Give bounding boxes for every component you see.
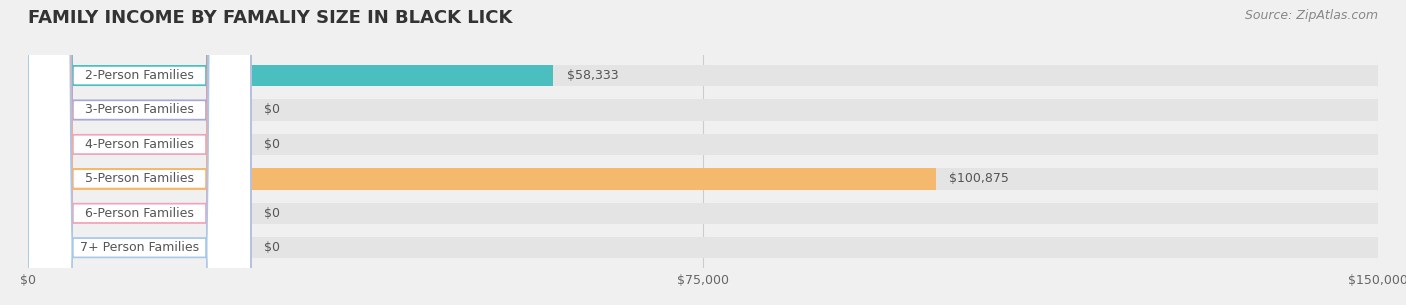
Text: 2-Person Families: 2-Person Families (84, 69, 194, 82)
FancyBboxPatch shape (28, 0, 250, 305)
Bar (28, 134, 1378, 155)
FancyBboxPatch shape (28, 0, 250, 305)
Text: 3-Person Families: 3-Person Families (84, 103, 194, 117)
FancyBboxPatch shape (28, 0, 250, 305)
Text: FAMILY INCOME BY FAMALIY SIZE IN BLACK LICK: FAMILY INCOME BY FAMALIY SIZE IN BLACK L… (28, 9, 513, 27)
Text: $0: $0 (264, 103, 280, 117)
Text: Source: ZipAtlas.com: Source: ZipAtlas.com (1244, 9, 1378, 22)
Text: $0: $0 (264, 138, 280, 151)
Bar (28, 99, 1378, 121)
Text: $0: $0 (264, 241, 280, 254)
Text: 4-Person Families: 4-Person Families (84, 138, 194, 151)
Text: $100,875: $100,875 (949, 172, 1010, 185)
Bar (28, 168, 936, 189)
FancyBboxPatch shape (28, 0, 250, 305)
Bar (28, 168, 1378, 189)
Bar (28, 237, 1378, 258)
Bar (28, 65, 1378, 86)
Text: $58,333: $58,333 (567, 69, 619, 82)
Text: $0: $0 (264, 207, 280, 220)
Text: 5-Person Families: 5-Person Families (84, 172, 194, 185)
FancyBboxPatch shape (28, 0, 250, 305)
FancyBboxPatch shape (28, 0, 250, 305)
Bar (28, 203, 1378, 224)
Text: 6-Person Families: 6-Person Families (84, 207, 194, 220)
Bar (28, 65, 553, 86)
Text: 7+ Person Families: 7+ Person Families (80, 241, 200, 254)
